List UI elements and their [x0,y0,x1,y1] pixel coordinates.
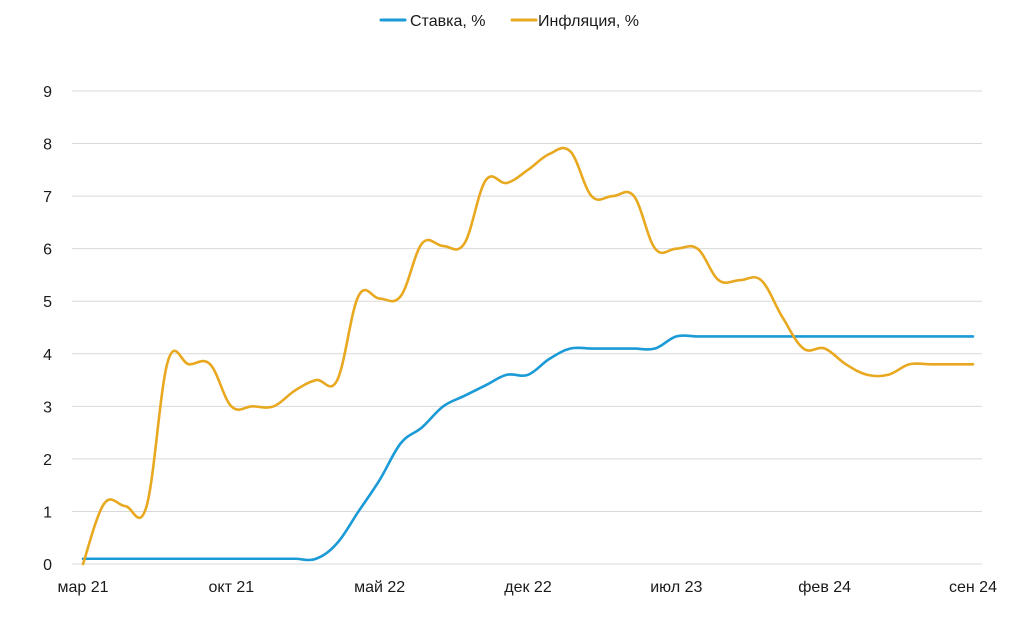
y-tick-label: 9 [43,84,52,101]
x-tick-label: май 22 [354,579,405,596]
y-tick-label: 1 [43,504,52,521]
series-line-rate [81,334,975,562]
legend-item: Ставка, % [379,13,485,30]
chart-legend: Ставка, % Инфляция, % [379,13,639,30]
chart-series [81,146,975,566]
y-tick-label: 5 [43,294,52,311]
legend-label: Инфляция, % [538,13,639,30]
legend-item: Инфляция, % [510,13,639,30]
x-tick-label: дек 22 [504,579,552,596]
y-tick-label: 4 [43,347,52,364]
y-tick-label: 3 [43,399,52,416]
x-axis: мар 21 окт 21 май 22 дек 22 июл 23 фев 24 сен … [57,579,997,596]
y-tick-label: 8 [43,137,52,154]
y-tick-label: 7 [43,189,52,206]
legend-label: Ставка, % [410,13,485,30]
y-tick-label: 0 [43,557,52,574]
x-tick-label: мар 21 [57,579,108,596]
y-tick-label: 2 [43,452,52,469]
x-tick-label: сен 24 [949,579,997,596]
x-tick-label: окт 21 [209,579,255,596]
series-line-inflation [81,146,975,566]
chart-grid [72,90,982,565]
y-axis: 0 1 2 3 4 5 6 7 8 9 [43,84,52,574]
x-tick-label: июл 23 [650,579,702,596]
y-tick-label: 6 [43,242,52,259]
x-tick-label: фев 24 [798,579,851,596]
